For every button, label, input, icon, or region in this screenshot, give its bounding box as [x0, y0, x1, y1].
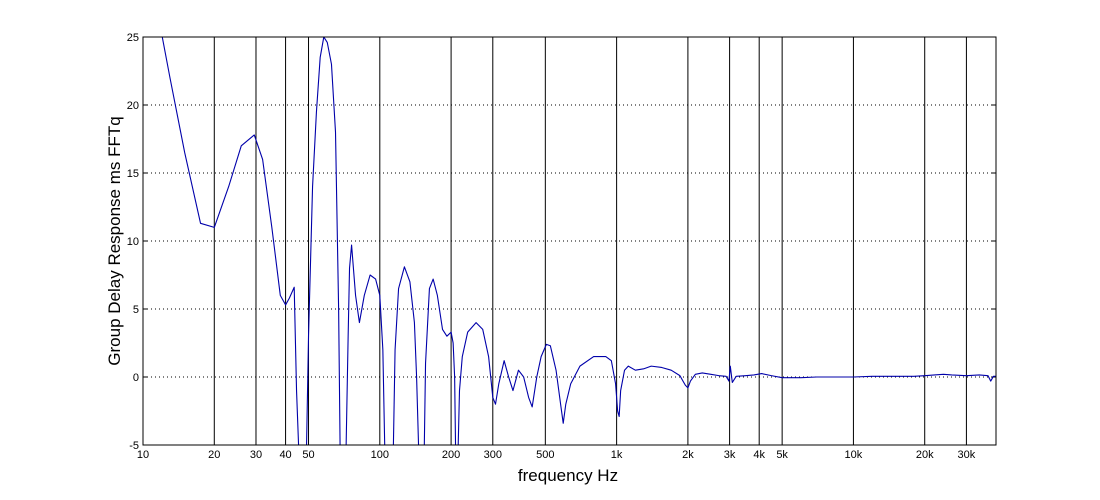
x-tick-label: 2k [682, 449, 694, 461]
x-tick-label: 3k [724, 449, 736, 461]
x-tick-label: 40 [279, 449, 291, 461]
x-tick-label: 100 [371, 449, 389, 461]
plot-area [143, 37, 996, 445]
x-tick-label: 1k [611, 449, 623, 461]
y-tick-label: 25 [127, 32, 139, 44]
x-tick-label: 5k [776, 449, 788, 461]
x-tick-label: 10k [845, 449, 863, 461]
y-tick-label: -5 [129, 440, 139, 452]
y-tick-labels: -5 0 5 10 15 20 25 [127, 32, 139, 452]
group-delay-series-line [161, 37, 996, 445]
y-tick-label: 5 [133, 304, 139, 316]
x-tick-label: 10 [137, 449, 149, 461]
series-layer [161, 37, 996, 445]
x-tick-label: 30 [250, 449, 262, 461]
x-tick-labels: 10 20 30 40 50 100 200 300 500 1k 2k 3k 4k 5k 10k 20k 30… [137, 449, 976, 461]
y-axis-title: Group Delay Response ms FFTq [105, 116, 124, 365]
plot-frame [142, 36, 997, 446]
x-tick-label: 200 [442, 449, 460, 461]
y-tick-label: 20 [127, 100, 139, 112]
x-tick-label: 30k [958, 449, 976, 461]
y-tick-label: 10 [127, 236, 139, 248]
x-tick-label: 500 [536, 449, 554, 461]
x-tick-label: 4k [753, 449, 765, 461]
x-tick-label: 50 [302, 449, 314, 461]
x-tick-label: 20k [916, 449, 934, 461]
x-axis-title: frequency Hz [518, 466, 618, 485]
x-tick-label: 20 [208, 449, 220, 461]
y-tick-label: 15 [127, 168, 139, 180]
x-tick-label: 300 [484, 449, 502, 461]
y-tick-label: 0 [133, 372, 139, 384]
